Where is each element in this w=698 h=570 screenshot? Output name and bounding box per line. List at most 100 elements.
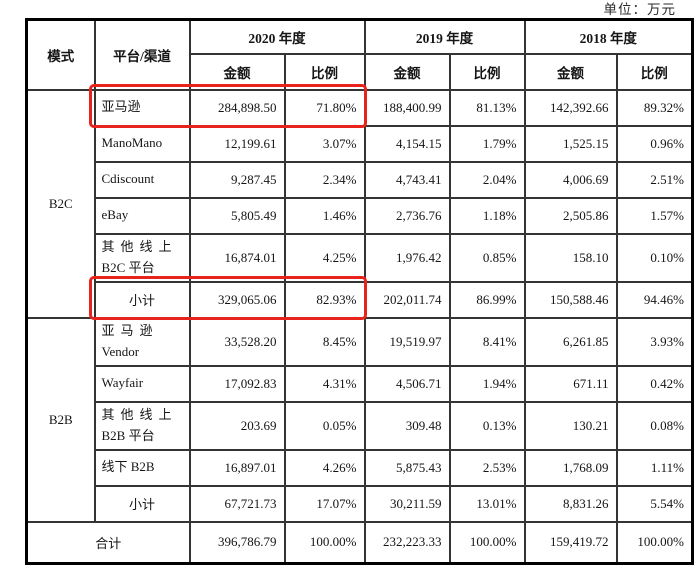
- ratio-2019: 0.13%: [448, 400, 526, 451]
- ratio-2019: 2.53%: [448, 448, 526, 487]
- amount-2018: 671.11: [523, 364, 618, 403]
- ratio-2020: 3.07%: [283, 124, 366, 163]
- ratio-2020: 71.80%: [283, 88, 366, 127]
- amount-2018: 1,768.09: [523, 448, 618, 487]
- amount-2018: 6,261.85: [523, 316, 618, 367]
- amount-2020: 16,897.01: [188, 448, 286, 487]
- amount-2018: 159,419.72: [523, 520, 618, 565]
- subtotal-label: 小计: [93, 280, 191, 319]
- amount-2020: 17,092.83: [188, 364, 286, 403]
- platform-cell: ManoMano: [93, 124, 191, 163]
- ratio-2019: 1.18%: [448, 196, 526, 235]
- row-grand-total: 合计 396,786.79 100.00% 232,223.33 100.00%…: [25, 520, 694, 565]
- amount-2020: 203.69: [188, 400, 286, 451]
- amount-2019: 202,011.74: [363, 280, 451, 319]
- row-amazon: B2C 亚马逊 284,898.50 71.80% 188,400.99 81.…: [25, 88, 694, 319]
- row-manomano: ManoMano 12,199.61 3.07% 4,154.15 1.79% …: [27, 124, 694, 163]
- subtotal-label: 小计: [93, 484, 191, 523]
- amount-2020: 329,065.06: [188, 280, 286, 319]
- header-ratio-2019: 比例: [448, 52, 526, 91]
- amount-2019: 1,976.42: [363, 232, 451, 283]
- ratio-2019: 81.13%: [448, 88, 526, 127]
- amount-2020: 16,874.01: [188, 232, 286, 283]
- ratio-2020: 82.93%: [283, 280, 366, 319]
- amount-2020: 396,786.79: [188, 520, 286, 565]
- row-cdiscount: Cdiscount 9,287.45 2.34% 4,743.41 2.04% …: [27, 160, 694, 199]
- ratio-2020: 17.07%: [283, 484, 366, 523]
- ratio-2018: 100.00%: [615, 520, 694, 565]
- amount-2020: 67,721.73: [188, 484, 286, 523]
- ratio-2019: 2.04%: [448, 160, 526, 199]
- row-other-online-b2c: 其他线上 B2C 平台 16,874.01 4.25% 1,976.42 0.8…: [27, 232, 694, 283]
- header-mode: 模式: [25, 18, 96, 91]
- row-wayfair: Wayfair 17,092.83 4.31% 4,506.71 1.94% 6…: [27, 364, 694, 403]
- row-b2b-subtotal: 小计 67,721.73 17.07% 30,211.59 13.01% 8,8…: [27, 484, 694, 523]
- amount-2019: 4,154.15: [363, 124, 451, 163]
- amount-2018: 8,831.26: [523, 484, 618, 523]
- header-amount-2018: 金额: [523, 52, 618, 91]
- mode-cell-b2c: B2C: [25, 88, 96, 319]
- ratio-2020: 4.26%: [283, 448, 366, 487]
- amount-2018: 4,006.69: [523, 160, 618, 199]
- ratio-2020: 100.00%: [283, 520, 366, 565]
- amount-2020: 9,287.45: [188, 160, 286, 199]
- row-other-online-b2b: 其他线上 B2B 平台 203.69 0.05% 309.48 0.13% 13…: [27, 400, 694, 451]
- amount-2018: 2,505.86: [523, 196, 618, 235]
- ratio-2019: 8.41%: [448, 316, 526, 367]
- ratio-2018: 1.11%: [615, 448, 694, 487]
- amount-2019: 309.48: [363, 400, 451, 451]
- platform-cell: 其他线上 B2C 平台: [93, 232, 191, 283]
- row-amazon-vendor: B2B 亚马逊 Vendor 33,528.20 8.45% 19,519.97…: [25, 316, 694, 523]
- ratio-2018: 5.54%: [615, 484, 694, 523]
- amount-2018: 158.10: [523, 232, 618, 283]
- ratio-2018: 2.51%: [615, 160, 694, 199]
- row-b2c-subtotal: 小计 329,065.06 82.93% 202,011.74 86.99% 1…: [27, 280, 694, 319]
- amount-2019: 188,400.99: [363, 88, 451, 127]
- header-year-2019: 2019 年度: [363, 18, 526, 55]
- amount-2020: 12,199.61: [188, 124, 286, 163]
- ratio-2019: 1.94%: [448, 364, 526, 403]
- platform-cell: Wayfair: [93, 364, 191, 403]
- ratio-2018: 94.46%: [615, 280, 694, 319]
- header-year-2020: 2020 年度: [188, 18, 366, 55]
- amount-2019: 30,211.59: [363, 484, 451, 523]
- amount-2018: 1,525.15: [523, 124, 618, 163]
- header-amount-2020: 金额: [188, 52, 286, 91]
- ratio-2018: 0.96%: [615, 124, 694, 163]
- amount-2019: 19,519.97: [363, 316, 451, 367]
- amount-2020: 284,898.50: [188, 88, 286, 127]
- header-amount-2019: 金额: [363, 52, 451, 91]
- mode-cell-b2b: B2B: [25, 316, 96, 523]
- amount-2020: 33,528.20: [188, 316, 286, 367]
- ratio-2019: 100.00%: [448, 520, 526, 565]
- amount-2019: 2,736.76: [363, 196, 451, 235]
- ratio-2018: 0.08%: [615, 400, 694, 451]
- platform-cell: Cdiscount: [93, 160, 191, 199]
- platform-cell: 亚马逊: [93, 88, 191, 127]
- ratio-2018: 3.93%: [615, 316, 694, 367]
- ratio-2019: 86.99%: [448, 280, 526, 319]
- ratio-2019: 13.01%: [448, 484, 526, 523]
- amount-2019: 232,223.33: [363, 520, 451, 565]
- ratio-2020: 8.45%: [283, 316, 366, 367]
- header-year-2018: 2018 年度: [523, 18, 694, 55]
- ratio-2020: 4.25%: [283, 232, 366, 283]
- platform-cell: 线下 B2B: [93, 448, 191, 487]
- total-label: 合计: [25, 520, 191, 565]
- ratio-2018: 0.42%: [615, 364, 694, 403]
- amount-2019: 4,506.71: [363, 364, 451, 403]
- ratio-2019: 1.79%: [448, 124, 526, 163]
- header-ratio-2020: 比例: [283, 52, 366, 91]
- amount-2018: 130.21: [523, 400, 618, 451]
- row-ebay: eBay 5,805.49 1.46% 2,736.76 1.18% 2,505…: [27, 196, 694, 235]
- ratio-2020: 2.34%: [283, 160, 366, 199]
- header-platform: 平台/渠道: [93, 18, 191, 91]
- ratio-2019: 0.85%: [448, 232, 526, 283]
- revenue-by-platform-table: 模式 平台/渠道 2020 年度 2019 年度 2018 年度 金额 比例 金…: [25, 18, 694, 565]
- ratio-2020: 4.31%: [283, 364, 366, 403]
- ratio-2018: 0.10%: [615, 232, 694, 283]
- header-ratio-2018: 比例: [615, 52, 694, 91]
- amount-2019: 5,875.43: [363, 448, 451, 487]
- unit-label: 单位：万元: [603, 2, 676, 17]
